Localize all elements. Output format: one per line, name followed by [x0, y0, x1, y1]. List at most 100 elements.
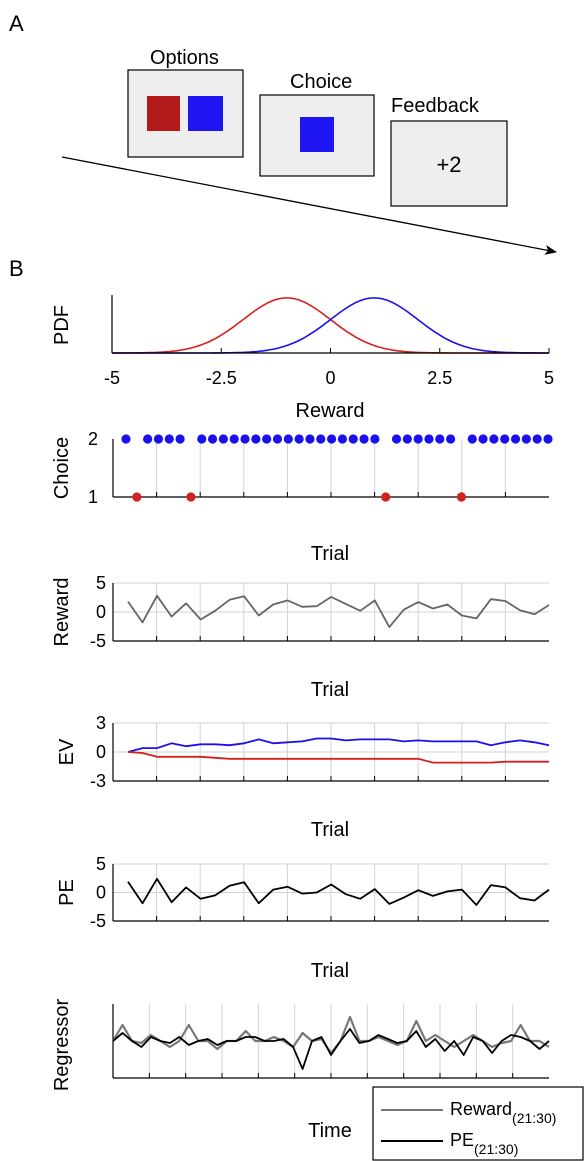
chosen-blue-option	[300, 117, 334, 152]
legend-box	[372, 1086, 584, 1161]
choice-point-blue	[402, 434, 412, 444]
feedback-title: Feedback	[391, 95, 480, 117]
time-arrow	[61, 156, 557, 255]
choice-point-blue	[240, 434, 250, 444]
choice-title: Choice	[290, 71, 352, 93]
panel-b-label: B	[9, 256, 24, 281]
options-title: Options	[150, 47, 219, 69]
y-tick-label: 5	[96, 854, 106, 874]
choice-point-blue	[370, 434, 380, 444]
choice-x-label: Trial	[311, 543, 349, 565]
legend: Reward(21:30)PE(21:30)	[372, 1086, 584, 1161]
choice-point-blue	[413, 434, 423, 444]
charts-group: -5 -2.5 0 2.5 5 Reward PDF 2 1 Trial Choice -5 0 5 Tri…	[51, 295, 584, 1161]
x-axis-label: Trial	[311, 960, 349, 982]
choice-point-blue	[262, 434, 272, 444]
legend-series-subscript: (21:30)	[474, 1141, 518, 1157]
legend-series-subscript: (21:30)	[512, 1110, 556, 1126]
choice-point-blue	[348, 434, 358, 444]
choice-point-blue	[359, 434, 369, 444]
choice-point-blue	[543, 434, 553, 444]
pdf-curve-blue	[112, 297, 549, 354]
pdf-x-label: Reward	[296, 400, 365, 422]
choice-point-blue	[294, 434, 304, 444]
choice-point-blue	[207, 434, 218, 444]
choice-point-blue	[121, 434, 131, 444]
y-tick-label: 0	[96, 602, 106, 622]
pdf-curve-red	[112, 297, 549, 354]
choice-point-blue	[305, 434, 315, 444]
feedback-screen: Feedback +2	[390, 95, 508, 207]
pdf-x-tick-label: 2.5	[427, 368, 452, 388]
choice-y-label: Choice	[51, 437, 73, 499]
choice-point-red	[132, 492, 142, 502]
choice-point-blue	[446, 434, 456, 444]
options-screen: Options	[127, 47, 244, 158]
choice-point-blue	[391, 434, 402, 444]
pdf-y-label: PDF	[51, 305, 73, 345]
choice-point-blue	[521, 434, 531, 444]
choice-point-blue	[153, 434, 164, 444]
y-tick-label: -5	[90, 631, 106, 651]
pdf-x-tick-label: 5	[544, 368, 554, 388]
choice-point-blue	[478, 434, 488, 444]
choice-point-red	[456, 492, 467, 502]
legend-series-name: PE	[450, 1130, 474, 1150]
y-axis-label: Reward	[51, 578, 73, 647]
choice-point-blue	[175, 434, 185, 444]
choice-point-blue	[316, 434, 326, 444]
blue-option	[188, 96, 223, 131]
legend-entry: Reward(21:30)	[450, 1099, 556, 1126]
choice-point-red	[186, 492, 196, 502]
regressor-pe-line	[112, 1028, 550, 1070]
pdf-x-tick-label: -5	[104, 368, 120, 388]
choice-point-red	[381, 492, 391, 502]
choice-point-blue	[326, 434, 337, 444]
regressor-x-label: Time	[308, 1120, 352, 1142]
choice-point-blue	[424, 434, 434, 444]
y-tick-label: -3	[90, 771, 106, 791]
choice-point-blue	[489, 434, 499, 444]
choice-point-blue	[467, 434, 477, 444]
choice-point-blue	[510, 434, 521, 444]
options-box	[127, 69, 244, 158]
choice-point-blue	[164, 434, 174, 444]
pe-series-0	[127, 877, 550, 906]
choice-point-blue	[532, 434, 542, 444]
reward-series-0	[127, 594, 550, 628]
choice-point-blue	[283, 434, 293, 444]
choice-point-blue	[197, 434, 207, 444]
y-axis-label: PE	[56, 879, 78, 906]
feedback-box	[390, 120, 508, 207]
ev-series-1	[127, 751, 549, 764]
y-axis-label: EV	[56, 738, 78, 765]
panel-a-label: A	[9, 11, 24, 36]
choice-point-blue	[218, 434, 228, 444]
choice-y-tick-label: 1	[88, 487, 98, 507]
y-tick-label: 0	[96, 883, 106, 903]
x-axis-label: Trial	[311, 819, 349, 841]
pdf-x-tick-label: 0	[325, 368, 335, 388]
ev-series-0	[127, 737, 550, 753]
choice-point-blue	[435, 434, 445, 444]
legend-series-name: Reward	[450, 1099, 512, 1119]
regressor-reward-line	[112, 1015, 550, 1055]
choice-point-blue	[143, 434, 153, 444]
choice-screen: Choice	[259, 71, 375, 177]
y-tick-label: 5	[96, 573, 106, 593]
choice-point-blue	[337, 434, 348, 444]
y-tick-label: 0	[96, 742, 106, 762]
x-axis-label: Trial	[311, 679, 349, 701]
choice-point-blue	[500, 434, 510, 444]
red-option	[147, 96, 180, 131]
regressor-y-label: Regressor	[51, 999, 73, 1092]
choice-point-blue	[251, 434, 261, 444]
pdf-x-tick-label: -2.5	[206, 368, 237, 388]
choice-point-blue	[229, 434, 239, 444]
legend-entry: PE(21:30)	[450, 1130, 518, 1157]
feedback-value: +2	[436, 152, 461, 177]
y-tick-label: 3	[96, 713, 106, 733]
y-tick-label: -5	[90, 911, 106, 931]
choice-point-blue	[272, 434, 283, 444]
